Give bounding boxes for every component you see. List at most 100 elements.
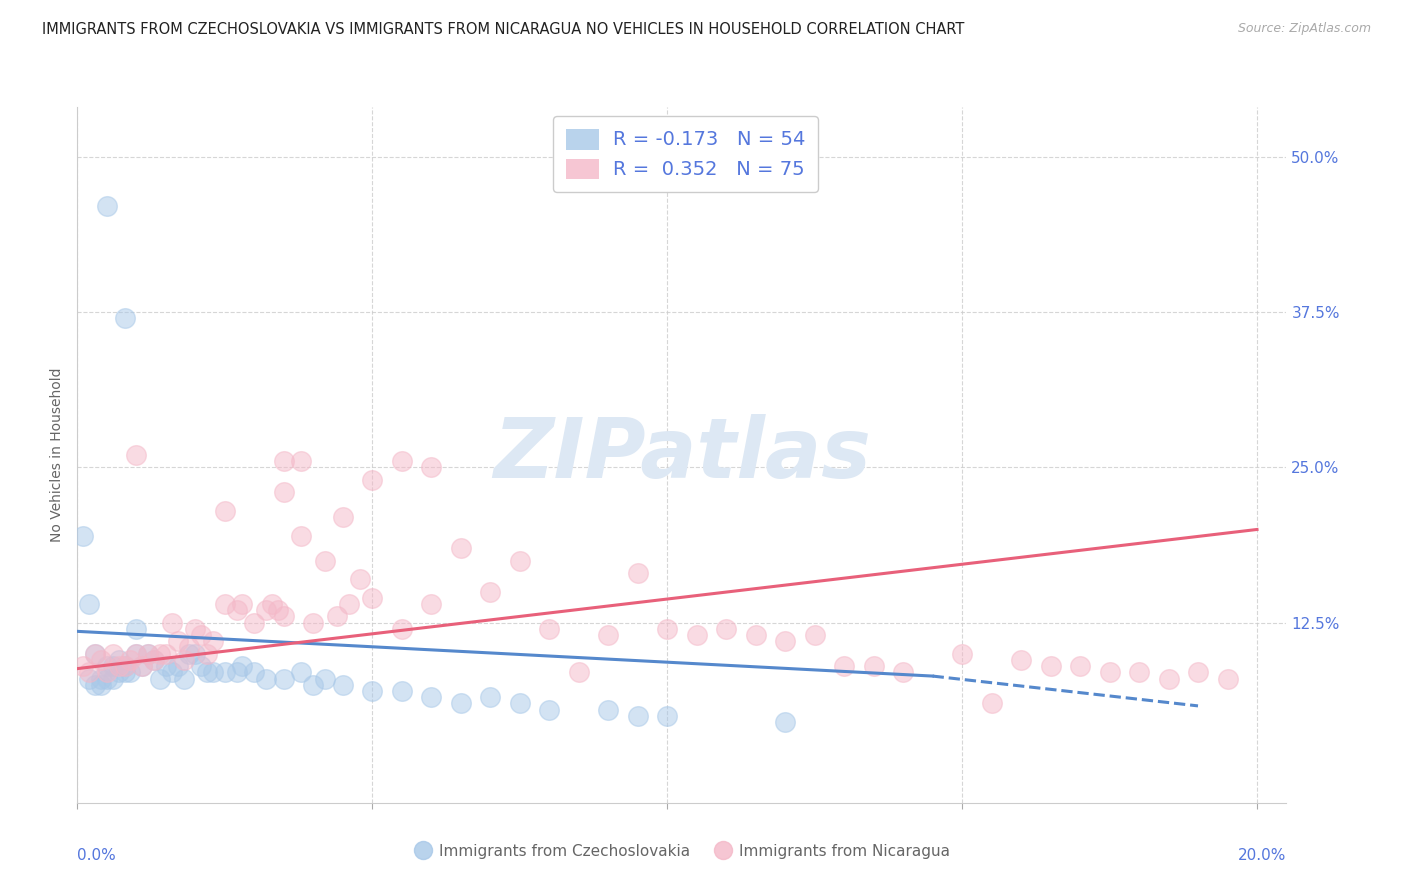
Point xyxy=(361,473,384,487)
Point xyxy=(155,659,177,673)
Point xyxy=(254,603,277,617)
Point xyxy=(114,659,136,673)
Text: 0.0%: 0.0% xyxy=(77,848,117,863)
Point xyxy=(273,454,295,468)
Point xyxy=(803,628,825,642)
Point xyxy=(84,678,107,692)
Point xyxy=(314,553,336,567)
Point xyxy=(96,672,118,686)
Point xyxy=(337,597,360,611)
Point xyxy=(90,672,112,686)
Point xyxy=(143,653,166,667)
Point xyxy=(125,647,148,661)
Point xyxy=(254,672,277,686)
Point xyxy=(1010,653,1032,667)
Point xyxy=(90,653,112,667)
Point xyxy=(1157,672,1180,686)
Point xyxy=(568,665,591,680)
Point xyxy=(84,647,107,661)
Point xyxy=(479,584,502,599)
Point xyxy=(166,659,188,673)
Point xyxy=(1069,659,1091,673)
Point xyxy=(96,199,118,213)
Point xyxy=(72,529,94,543)
Point xyxy=(1128,665,1150,680)
Point xyxy=(980,697,1002,711)
Point xyxy=(231,659,253,673)
Point xyxy=(332,510,354,524)
Point xyxy=(538,703,561,717)
Point xyxy=(627,566,650,580)
Point xyxy=(190,659,212,673)
Point xyxy=(627,708,650,723)
Point xyxy=(273,672,295,686)
Point xyxy=(184,622,207,636)
Point xyxy=(361,591,384,605)
Point xyxy=(101,672,124,686)
Point xyxy=(136,647,159,661)
Point xyxy=(96,659,118,673)
Point xyxy=(391,622,413,636)
Point xyxy=(332,678,354,692)
Text: 20.0%: 20.0% xyxy=(1239,848,1286,863)
Point xyxy=(832,659,855,673)
Point xyxy=(450,697,472,711)
Point xyxy=(260,597,283,611)
Point xyxy=(214,504,236,518)
Legend: Immigrants from Czechoslovakia, Immigrants from Nicaragua: Immigrants from Czechoslovakia, Immigran… xyxy=(408,838,956,864)
Point xyxy=(131,659,153,673)
Point xyxy=(120,653,142,667)
Point xyxy=(744,628,766,642)
Point xyxy=(509,697,531,711)
Point xyxy=(225,665,247,680)
Point xyxy=(184,647,207,661)
Point xyxy=(201,634,224,648)
Point xyxy=(479,690,502,705)
Point xyxy=(950,647,973,661)
Point xyxy=(114,659,136,673)
Point xyxy=(201,665,224,680)
Point xyxy=(107,659,129,673)
Point xyxy=(326,609,349,624)
Point xyxy=(125,622,148,636)
Point xyxy=(420,597,443,611)
Point xyxy=(96,665,118,680)
Point xyxy=(190,628,212,642)
Point xyxy=(243,615,266,630)
Point xyxy=(77,665,100,680)
Point xyxy=(450,541,472,555)
Point xyxy=(273,609,295,624)
Point xyxy=(773,714,796,729)
Y-axis label: No Vehicles in Household: No Vehicles in Household xyxy=(51,368,65,542)
Point xyxy=(179,640,201,655)
Point xyxy=(101,659,124,673)
Point xyxy=(420,460,443,475)
Point xyxy=(101,647,124,661)
Point xyxy=(685,628,707,642)
Point xyxy=(125,448,148,462)
Point xyxy=(84,647,107,661)
Point xyxy=(77,672,100,686)
Point xyxy=(657,622,679,636)
Text: ZIPatlas: ZIPatlas xyxy=(494,415,870,495)
Point xyxy=(160,665,183,680)
Point xyxy=(361,684,384,698)
Point xyxy=(302,615,325,630)
Point xyxy=(179,647,201,661)
Point xyxy=(173,672,195,686)
Point xyxy=(143,653,166,667)
Point xyxy=(114,311,136,326)
Point xyxy=(231,597,253,611)
Point xyxy=(107,653,129,667)
Point xyxy=(1039,659,1062,673)
Point xyxy=(267,603,290,617)
Point xyxy=(290,454,312,468)
Point xyxy=(195,647,218,661)
Point xyxy=(149,647,172,661)
Point xyxy=(391,454,413,468)
Point xyxy=(131,659,153,673)
Point xyxy=(290,665,312,680)
Point xyxy=(149,672,172,686)
Point xyxy=(420,690,443,705)
Point xyxy=(1216,672,1239,686)
